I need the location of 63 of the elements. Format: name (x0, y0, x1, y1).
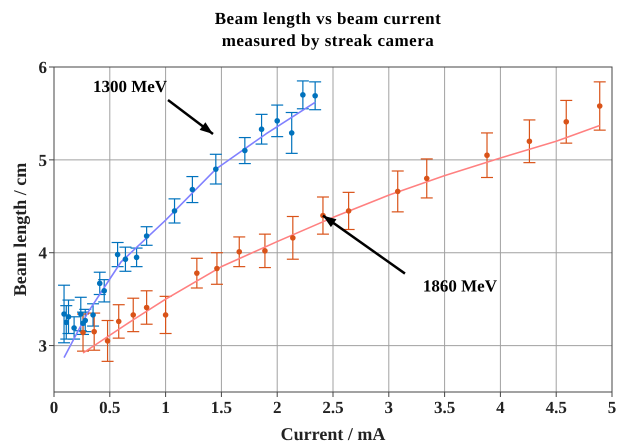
y-axis-title: Beam length / cm (10, 162, 30, 296)
y-tick-label: 5 (38, 150, 47, 170)
x-tick-label: 4.5 (546, 398, 567, 418)
point (214, 266, 220, 272)
point (290, 235, 296, 241)
point (116, 318, 122, 324)
point (262, 248, 268, 254)
point (312, 92, 318, 99)
point (346, 208, 352, 214)
point (78, 311, 84, 317)
point (258, 126, 264, 132)
y-tick-label: 3 (38, 336, 47, 356)
point (274, 118, 280, 124)
point (82, 318, 88, 324)
chart-title: Beam length vs beam current measured by streak camera (214, 8, 442, 52)
point (130, 312, 136, 318)
point (190, 186, 196, 192)
point (300, 92, 306, 98)
point (213, 166, 219, 172)
x-tick-label: 2 (272, 398, 282, 418)
x-tick-label: 0 (50, 398, 58, 418)
point (563, 118, 570, 125)
point (114, 252, 120, 258)
point (424, 176, 430, 182)
point (194, 270, 200, 276)
point (71, 325, 77, 331)
point (80, 330, 86, 336)
point (91, 328, 97, 334)
point (288, 130, 295, 136)
point (101, 288, 108, 294)
point (144, 304, 150, 310)
x-tick-label: 3 (384, 398, 394, 418)
x-tick-label: 1.5 (210, 398, 232, 418)
x-tick-label: 0.5 (99, 398, 120, 418)
x-tick-label: 4 (496, 398, 506, 418)
point (122, 256, 128, 262)
point (104, 338, 110, 344)
point (526, 138, 532, 144)
point (162, 312, 168, 318)
point (596, 103, 603, 109)
x-tick-label: 2.5 (322, 398, 344, 418)
point (236, 248, 242, 255)
y-tick-label: 6 (38, 58, 47, 78)
x-axis-title: Current / mA (280, 424, 386, 444)
line-series (63, 101, 316, 358)
point (63, 320, 70, 326)
x-tick-label: 3.5 (434, 398, 456, 418)
annotation: 1300 MeV (92, 76, 168, 96)
point (242, 148, 248, 154)
line-series (82, 124, 601, 354)
x-tick-label: 5 (608, 398, 616, 418)
point (172, 208, 178, 214)
point (66, 314, 72, 320)
y-tick-label: 4 (38, 244, 48, 263)
point (96, 280, 103, 286)
x-tick-label: 1 (161, 398, 170, 418)
point (61, 311, 67, 317)
point (144, 233, 150, 239)
annotation: 1860 MeV (422, 276, 498, 296)
point (484, 152, 490, 158)
point (90, 312, 96, 318)
point (394, 188, 401, 194)
point (134, 254, 140, 260)
